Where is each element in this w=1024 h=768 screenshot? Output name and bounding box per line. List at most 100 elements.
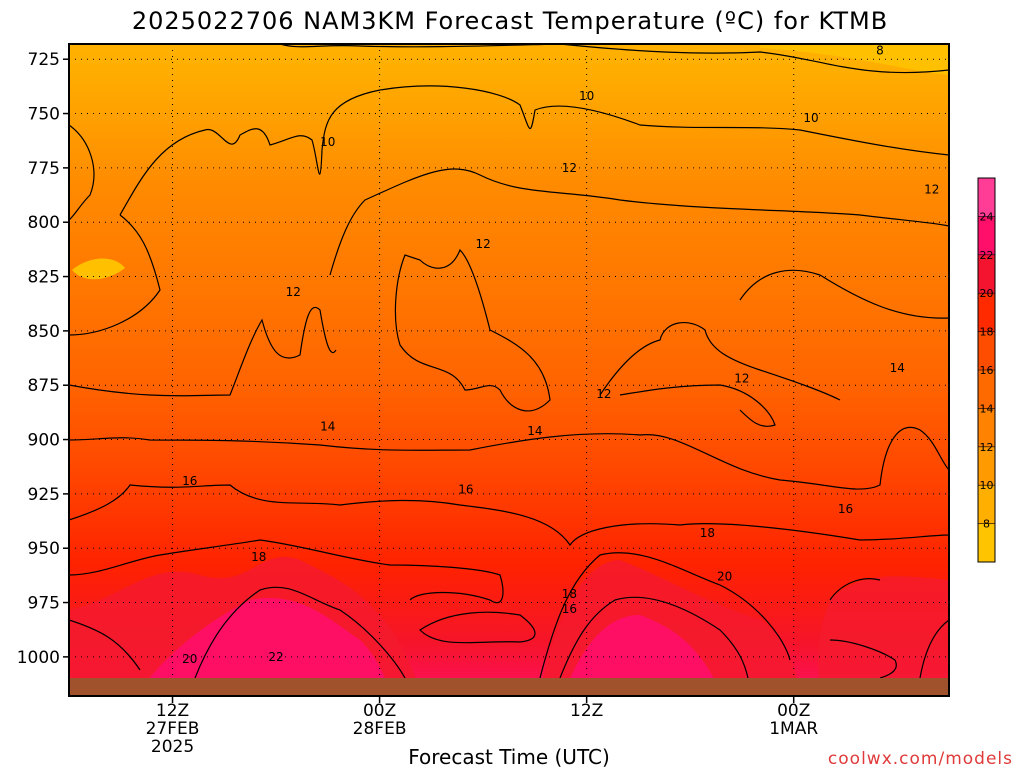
contour-label: 22	[268, 650, 283, 664]
colorbar-label: 14	[980, 402, 994, 415]
colorbar-label: 8	[983, 518, 990, 531]
x-tick-label: 00Z	[363, 701, 396, 721]
colorbar-label: 24	[980, 210, 994, 223]
colorbar-swatch	[978, 331, 995, 371]
colorbar-label: 16	[980, 364, 994, 377]
colorbar-swatch	[978, 216, 995, 256]
contour-label: 18	[700, 526, 715, 540]
contour-label: 12	[286, 285, 301, 299]
contour-line	[619, 384, 776, 427]
contour-label: 14	[527, 424, 542, 438]
y-tick-label: 950	[28, 539, 60, 559]
plot-frame	[68, 43, 950, 697]
colorbar-label: 12	[980, 441, 994, 454]
y-tick-label: 725	[28, 50, 60, 70]
contour-line	[69, 214, 161, 336]
contour-line	[69, 307, 337, 397]
gridlines	[69, 44, 949, 696]
contour-line	[329, 168, 949, 276]
contour-label: 12	[562, 161, 577, 175]
y-tick-label: 750	[28, 105, 60, 125]
colorbar-swatch	[978, 408, 995, 448]
x-tick-label: 12Z	[156, 701, 189, 721]
contour-label: 16	[838, 502, 853, 516]
colorbar-swatch	[978, 293, 995, 333]
hot-pocket-west	[140, 598, 390, 690]
colorbar-label: 10	[980, 479, 994, 492]
contour-line	[829, 578, 897, 679]
colorbar: 8 10 12 14 16 18 20 22 24	[977, 177, 996, 563]
colorbar-swatch	[978, 254, 995, 294]
contour-line	[69, 539, 504, 604]
contour-label: 8	[876, 44, 884, 58]
cool-pocket-west	[72, 258, 125, 280]
colorbar-swatch	[978, 485, 995, 525]
y-tick-label: 800	[28, 213, 60, 233]
credit-text: coolwx.com/models	[828, 749, 1013, 768]
x-tick-label: 27FEB	[146, 719, 200, 739]
hot-pocket-center	[565, 615, 720, 690]
contour-line	[559, 596, 749, 679]
contour-label: 10	[579, 89, 594, 103]
contour-label: 10	[320, 135, 335, 149]
contour-label: 16	[182, 474, 197, 488]
colorbar-label: 22	[980, 249, 994, 262]
contour-label: 12	[596, 387, 611, 401]
contour-label: 20	[182, 652, 197, 666]
cool-pocket-upper	[69, 44, 949, 60]
colorbar-label: 20	[980, 287, 994, 300]
contour-line	[394, 248, 551, 412]
x-tick-label: 28FEB	[353, 719, 407, 739]
y-tick-label: 900	[28, 431, 60, 451]
contour-label: 16	[458, 483, 473, 497]
colorbar-swatch	[978, 446, 995, 486]
colorbar-swatch	[978, 370, 995, 409]
contour-lines	[69, 44, 949, 679]
contour-label: 12	[734, 372, 749, 386]
contour-line	[919, 619, 949, 679]
y-tick-label: 925	[28, 485, 60, 505]
contour-line	[599, 322, 841, 401]
contour-label: 20	[717, 569, 732, 583]
contour-label: 14	[320, 420, 335, 434]
contour-line	[739, 269, 949, 319]
contour-line	[119, 85, 949, 216]
contour-line	[419, 611, 536, 644]
warm-pockets	[69, 44, 949, 690]
y-tick-label: 850	[28, 322, 60, 342]
x-tick-label: 2025	[151, 737, 194, 757]
contour-line	[279, 44, 949, 74]
contour-line	[69, 586, 406, 679]
y-tick-label: 875	[28, 376, 60, 396]
x-tick-label: 1MAR	[769, 719, 818, 739]
y-tick-label: 975	[28, 594, 60, 614]
contour-label: 12	[924, 183, 939, 197]
contour-line	[69, 484, 949, 547]
x-tick-label: 12Z	[570, 701, 603, 721]
y-axis: 725 750 775 800 825 850 875 900 925 950 975 1000	[17, 50, 69, 668]
contour-label: 10	[803, 111, 818, 125]
y-tick-label: 825	[28, 268, 60, 288]
contour-label: 18	[562, 587, 577, 601]
contour-line	[69, 426, 949, 490]
y-tick-label: 1000	[17, 648, 60, 668]
contour-label: 14	[890, 361, 905, 375]
colorbar-label: 18	[980, 326, 994, 339]
ground-strip	[69, 678, 949, 696]
contour-label: 18	[251, 550, 266, 564]
contour-line	[69, 124, 95, 221]
chart-title: 2025022706 NAM3KM Forecast Temperature (…	[132, 7, 888, 35]
contour-line	[539, 552, 791, 679]
colorbar-swatch	[978, 178, 995, 217]
x-tick-label: 00Z	[777, 701, 810, 721]
coolest-pocket-ne	[760, 44, 949, 75]
x-axis-label: Forecast Time (UTC)	[408, 745, 610, 768]
warm-pocket-east	[818, 576, 949, 690]
y-tick-label: 775	[28, 159, 60, 179]
colorbar-swatch	[978, 523, 995, 563]
contour-label: 16	[562, 602, 577, 616]
contour-label: 12	[475, 237, 490, 251]
